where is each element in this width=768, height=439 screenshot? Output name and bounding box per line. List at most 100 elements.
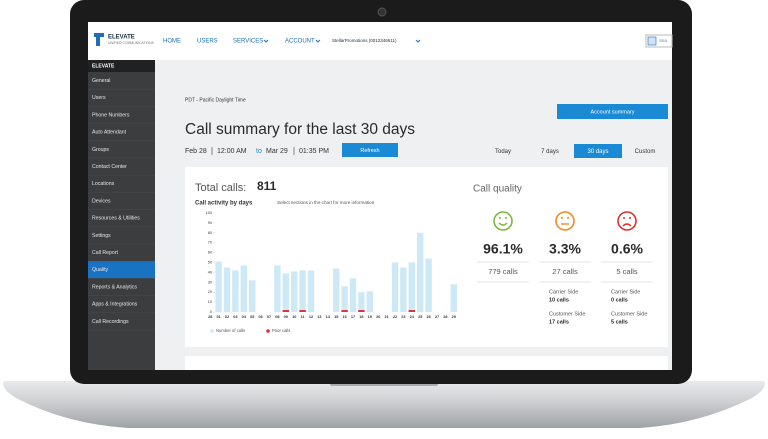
account-summary-button[interactable] bbox=[557, 104, 668, 119]
bar[interactable] bbox=[299, 270, 306, 312]
bar[interactable] bbox=[349, 278, 357, 312]
x-tick-label: 28 bbox=[208, 315, 212, 319]
face-icon bbox=[555, 211, 575, 231]
bar[interactable] bbox=[391, 262, 399, 313]
bar[interactable] bbox=[417, 232, 424, 312]
x-tick-label: 23 bbox=[401, 315, 405, 319]
face-eye bbox=[561, 217, 563, 219]
quality: 96.1% 779 calls 3.3% 27 calls Carrier Side 10… bbox=[477, 211, 653, 325]
range-tab[interactable]: 30 days bbox=[587, 149, 608, 155]
nav-item[interactable]: ACCOUNT bbox=[285, 39, 315, 45]
detail-value: 0 calls bbox=[611, 297, 628, 303]
bar[interactable] bbox=[240, 265, 247, 312]
sidebar-label: Auto Attendant bbox=[92, 130, 127, 136]
bar[interactable] bbox=[215, 261, 222, 312]
chart-hint: Select sections in the chart for more in… bbox=[277, 200, 375, 205]
y-tick-label: 30 bbox=[208, 280, 212, 284]
x-tick-label: 21 bbox=[384, 315, 388, 319]
face-eye bbox=[629, 217, 631, 219]
bar[interactable] bbox=[282, 310, 289, 312]
quality-percent: 96.1% bbox=[483, 241, 523, 257]
sidebar-label: Quality bbox=[92, 267, 109, 273]
bar[interactable] bbox=[425, 258, 432, 312]
y-tick-label: 100 bbox=[206, 211, 212, 215]
button-label: Refresh bbox=[360, 148, 379, 154]
sidebar-label: Contact Center bbox=[92, 164, 127, 170]
x-tick-label: 14 bbox=[326, 315, 331, 319]
bar[interactable] bbox=[282, 273, 289, 312]
nav-item[interactable]: HOME bbox=[163, 39, 181, 45]
y-tick-label: 60 bbox=[208, 251, 212, 255]
end-date: Mar 29 bbox=[266, 148, 288, 155]
start-date: Feb 28 bbox=[185, 148, 207, 155]
range-tabs: Today 7 days 30 days Custom bbox=[495, 144, 655, 158]
bar[interactable] bbox=[333, 268, 340, 312]
bar[interactable] bbox=[223, 267, 231, 312]
range-tab[interactable]: 7 days bbox=[541, 149, 559, 155]
legend-swatch bbox=[210, 329, 214, 333]
quality-calls: 27 calls bbox=[552, 267, 578, 276]
bar[interactable] bbox=[408, 310, 415, 312]
range-tab[interactable]: Custom bbox=[635, 149, 656, 155]
bar[interactable] bbox=[274, 265, 281, 312]
x-tick-label: 12 bbox=[309, 315, 313, 319]
top-nav bbox=[88, 22, 672, 60]
y-tick-label: 20 bbox=[208, 290, 212, 294]
detail-label: Customer Side bbox=[611, 311, 647, 317]
caret bbox=[263, 39, 269, 43]
bar[interactable] bbox=[358, 310, 365, 312]
sidebar-label: Locations bbox=[92, 181, 115, 187]
caret bbox=[415, 39, 421, 43]
bar[interactable] bbox=[249, 280, 256, 312]
bar[interactable] bbox=[408, 262, 415, 313]
sidebar-label: Call Report bbox=[92, 250, 119, 256]
bar[interactable] bbox=[400, 267, 407, 312]
bar[interactable] bbox=[358, 292, 365, 312]
y-tick-label: 10 bbox=[208, 300, 212, 304]
bar[interactable] bbox=[450, 284, 457, 312]
start-time: 12:00 AM bbox=[217, 148, 247, 155]
range-tab-active[interactable] bbox=[574, 144, 622, 158]
nav-item[interactable]: USERS bbox=[197, 39, 218, 45]
bar[interactable] bbox=[232, 270, 239, 312]
sidebar-item[interactable] bbox=[88, 261, 155, 279]
account-name[interactable]: StellarPromotions (0012346611) bbox=[332, 38, 397, 43]
next-card bbox=[185, 356, 668, 370]
x-tick-label: 10 bbox=[292, 315, 296, 319]
range-tab[interactable]: Today bbox=[495, 149, 511, 155]
quality-percent: 0.6% bbox=[611, 241, 643, 257]
button-label: Account summary bbox=[590, 109, 634, 115]
bar[interactable] bbox=[299, 310, 306, 312]
legend-label: Number of calls bbox=[216, 328, 245, 333]
bar[interactable] bbox=[366, 291, 373, 312]
x-tick-label: 04 bbox=[242, 315, 247, 319]
detail-label: Customer Side bbox=[549, 311, 585, 317]
x-tick-label: 17 bbox=[351, 315, 355, 319]
refresh-button[interactable] bbox=[342, 143, 398, 157]
sidebar-bg bbox=[88, 60, 155, 370]
bar[interactable] bbox=[341, 286, 348, 312]
search-icon bbox=[647, 36, 657, 46]
nav-item[interactable]: SERVICES bbox=[233, 39, 263, 45]
sidebar-header-bg bbox=[88, 60, 155, 72]
x-tick-label: 11 bbox=[301, 315, 305, 319]
x-tick-label: 26 bbox=[426, 315, 430, 319]
y-tick-label: 80 bbox=[208, 231, 212, 235]
bar[interactable] bbox=[307, 270, 315, 312]
x-tick-label: 01 bbox=[216, 315, 220, 319]
x-tick-label: 06 bbox=[258, 315, 262, 319]
detail-value: 17 calls bbox=[549, 319, 569, 325]
face-eye bbox=[505, 217, 507, 219]
logo-tagline: UNIFIED COMMUNICATIONS bbox=[108, 41, 155, 45]
sidebar-label: Users bbox=[92, 95, 106, 101]
face-eye bbox=[499, 217, 501, 219]
timezone: PDT - Pacific Daylight Time bbox=[185, 97, 246, 103]
detail-label: Carrier Side bbox=[549, 289, 578, 295]
sidebar-label: Reports & Analytics bbox=[92, 284, 137, 290]
bar[interactable] bbox=[291, 271, 298, 312]
bar[interactable] bbox=[341, 310, 348, 312]
quality-calls: 5 calls bbox=[616, 267, 638, 276]
chart: 0 10 20 30 40 50 60 70 80 90 100 28 01 02 03 04 05 06 07 08… bbox=[206, 211, 457, 333]
sidebar-label: Groups bbox=[92, 147, 109, 153]
